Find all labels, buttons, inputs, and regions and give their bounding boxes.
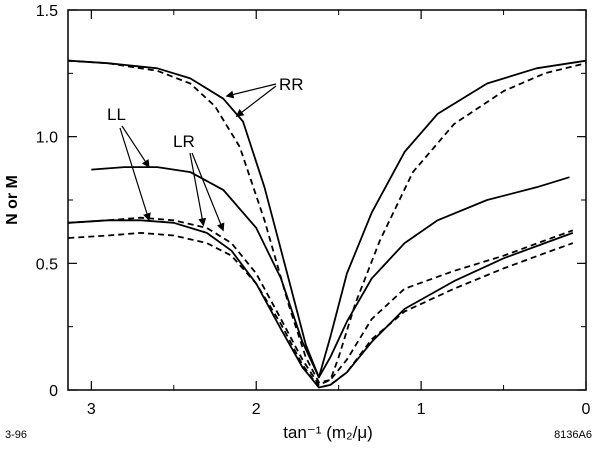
annotations: RR LL LR	[107, 75, 304, 232]
annotation-arrows	[119, 83, 277, 232]
rr-arrow-dashed	[235, 85, 277, 118]
y-tick-label: 0	[49, 383, 58, 400]
series-line-1	[68, 59, 587, 379]
y-tick-label: 1.0	[36, 130, 58, 147]
annotation-rr: RR	[279, 75, 304, 94]
series-layer	[68, 59, 587, 389]
x-axis-title: tan⁻¹ (m₂/μ)	[283, 423, 373, 442]
axis-ticks	[68, 9, 587, 391]
y-tick-label: 0.5	[36, 256, 58, 273]
series-line-6	[68, 232, 574, 389]
series-line-2	[68, 59, 587, 384]
lr-arrow-1	[189, 152, 207, 227]
corner-note-right: 8136A6	[554, 429, 592, 441]
x-tick-label: 1	[417, 401, 426, 418]
annotation-lr: LR	[173, 132, 195, 151]
axis-tick-labels: 3 2 1 0 0 0.5 1.0 1.5	[36, 3, 591, 418]
annotation-ll: LL	[107, 105, 126, 124]
x-tick-label: 0	[582, 401, 591, 418]
y-axis-title: N or M	[4, 175, 21, 225]
series-line-3	[91, 166, 570, 379]
rr-arrow-solid	[225, 83, 277, 99]
ll-arrow-lower	[119, 127, 151, 222]
x-tick-label: 2	[252, 401, 261, 418]
series-line-5	[68, 216, 574, 386]
y-tick-label: 1.5	[36, 3, 58, 20]
lr-arrow-2	[191, 152, 225, 232]
corner-note-left: 3-96	[5, 429, 27, 441]
ll-arrow-upper	[121, 125, 150, 168]
x-tick-label: 3	[87, 401, 96, 418]
series-line-4	[68, 219, 574, 389]
